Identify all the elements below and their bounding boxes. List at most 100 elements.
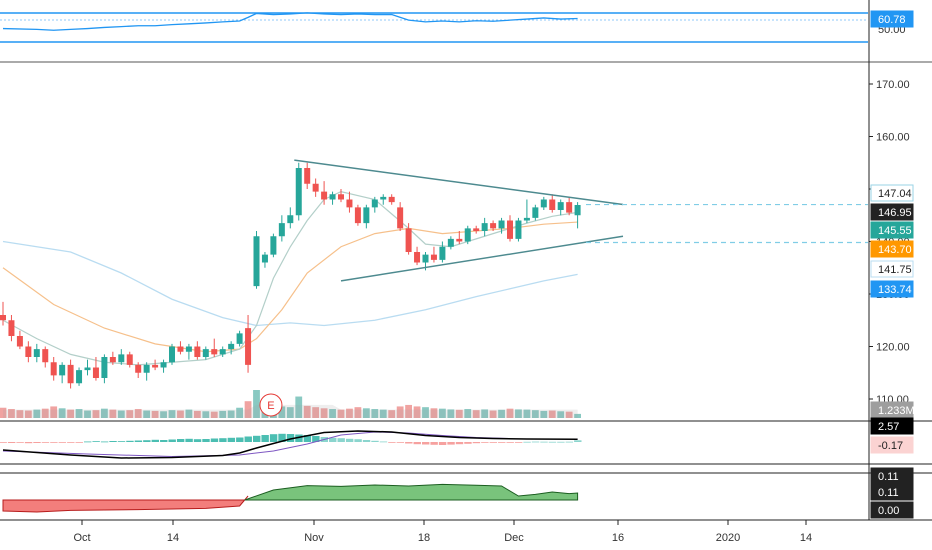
x-tick-label: 2020 — [716, 532, 740, 544]
macd-histogram-bar — [168, 439, 176, 442]
candle-body — [304, 168, 311, 184]
macd-histogram-bar — [447, 442, 455, 445]
macd-histogram-bar — [548, 441, 557, 443]
volume-bar — [312, 407, 320, 418]
price-label-box — [870, 203, 914, 221]
volume-bar — [337, 409, 345, 418]
candle-body — [67, 364, 74, 384]
ema-fast-line — [2, 221, 578, 353]
macd-histogram-bar — [117, 441, 126, 442]
macd-histogram-bar — [278, 433, 286, 442]
volume-bar — [58, 408, 66, 418]
x-tick-label: Oct — [73, 532, 90, 544]
macd-histogram-bar — [295, 434, 303, 442]
x-tick-label: 16 — [612, 532, 624, 544]
price-label: 141.75 — [878, 264, 912, 276]
candle-body — [169, 346, 175, 363]
macd-histogram-bar — [422, 442, 430, 445]
macd-histogram-bar — [41, 442, 50, 443]
candle-body — [118, 354, 125, 363]
y-tick-label: 120.00 — [876, 342, 910, 354]
candle-body — [422, 254, 429, 263]
candle-body — [228, 343, 235, 350]
price-label-box — [870, 240, 914, 258]
volume-bar — [506, 408, 514, 418]
candle-body — [245, 328, 252, 365]
candle-body — [16, 336, 23, 347]
candle-body — [388, 196, 395, 203]
volume-bar — [362, 408, 370, 418]
lower-trendline — [340, 235, 624, 282]
candle-body — [109, 357, 116, 363]
candle-body — [202, 349, 209, 357]
price-label-box — [870, 260, 914, 278]
macd-histogram-bar — [75, 442, 83, 443]
macd-histogram-bar — [50, 442, 58, 443]
volume-bar — [405, 404, 412, 418]
candle-body — [135, 364, 142, 373]
macd-histogram-bar — [151, 439, 159, 442]
macd-histogram-bar — [481, 442, 489, 443]
volume-label: 1.233M — [878, 405, 915, 417]
oscillator-pane[interactable] — [0, 472, 932, 521]
price-axis[interactable]: 170.00160.00150.00140.00130.00120.00110.… — [73, 0, 910, 544]
macd-histogram-bar — [514, 442, 523, 443]
volume-average — [3, 404, 578, 418]
volume-bar — [354, 407, 362, 418]
price-pane[interactable]: E — [0, 159, 868, 418]
macd-histogram-bar — [0, 442, 7, 443]
macd-histogram-bar — [269, 434, 278, 442]
volume-bar — [455, 409, 463, 418]
candle-body — [363, 207, 370, 224]
volume-bar — [67, 409, 74, 418]
candle-body — [236, 333, 243, 344]
candle-body — [42, 349, 49, 363]
macd-histogram-bar — [312, 436, 320, 442]
rsi-pane[interactable] — [0, 12, 932, 63]
macd-histogram-bar — [193, 439, 202, 442]
price-label: 143.70 — [878, 244, 912, 256]
macd-histogram-bar — [557, 441, 565, 443]
rsi-value-label: 60.78 — [878, 14, 906, 26]
candle-body — [33, 349, 40, 357]
macd-histogram-bar — [134, 440, 143, 442]
volume-bar — [109, 409, 117, 418]
candle-body — [177, 346, 184, 352]
volume-bar — [193, 410, 201, 418]
candle-body — [50, 362, 57, 376]
candle-body — [523, 217, 530, 221]
candle-body — [59, 364, 66, 376]
volume-bar — [160, 411, 167, 418]
y-tick-label: 170.00 — [876, 79, 910, 91]
candle-body — [219, 349, 226, 355]
candle-body — [540, 199, 547, 208]
price-label-box — [870, 184, 914, 202]
macd-histogram-bar — [24, 442, 33, 444]
x-tick-label: Dec — [504, 532, 524, 544]
volume-bar — [84, 410, 91, 418]
macd-histogram-bar — [160, 440, 168, 442]
volume-bar — [472, 410, 480, 418]
macd-value-label-box — [870, 436, 914, 454]
macd-histogram-bar — [413, 442, 421, 445]
macd-pane[interactable] — [0, 420, 932, 465]
macd-histogram-bar — [489, 442, 497, 443]
osc-value-label-box — [870, 483, 914, 501]
axis-labels: 50.0060.78147.04146.95145.55143.70141.75… — [870, 10, 915, 519]
macd-histogram-bar — [92, 441, 100, 442]
macd-histogram-bar — [329, 437, 337, 442]
volume-bar — [236, 407, 243, 418]
macd-histogram-bar — [143, 440, 151, 442]
volume-bar — [523, 409, 531, 418]
macd-histogram-bar — [430, 442, 438, 445]
macd-histogram-bar — [472, 442, 481, 444]
volume-bar — [134, 409, 142, 418]
candle-body — [321, 191, 328, 200]
candle-body — [557, 202, 564, 210]
macd-histogram-bar — [244, 436, 252, 442]
price-label-box — [870, 280, 914, 298]
candle-body — [481, 223, 488, 231]
candle-body — [439, 246, 446, 260]
volume-bar — [379, 409, 387, 418]
